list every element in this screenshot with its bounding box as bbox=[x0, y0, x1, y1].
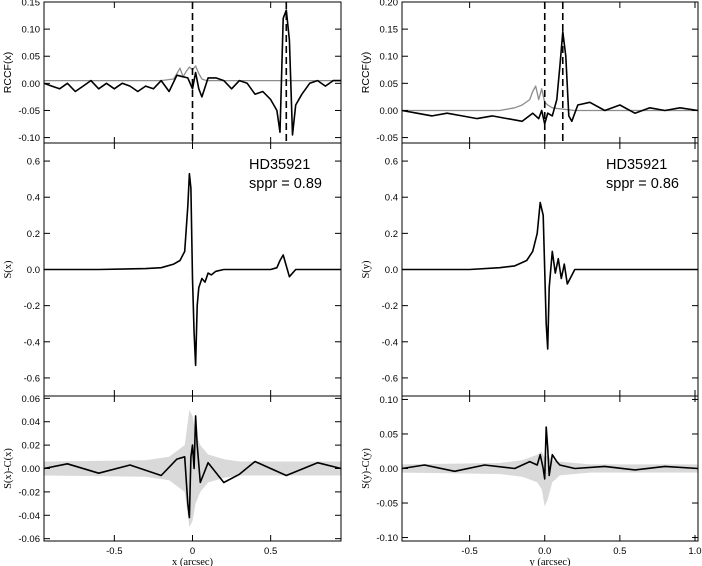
y-axis-label: S(x)-C(x) bbox=[3, 448, 14, 489]
x-tick-label: 0.5 bbox=[613, 546, 626, 557]
y-tick-label: 0.00 bbox=[380, 106, 399, 117]
y-tick-label: 0.0 bbox=[385, 265, 398, 276]
x-tick-label: -0.5 bbox=[106, 546, 122, 557]
panel-rccf-x: -0.10 -0.05 0.00 0.05 0.10 0.15 RCCF(x) bbox=[2, 0, 342, 144]
annotation-line: HD35921 bbox=[249, 157, 310, 173]
x-tick-label: 1.0 bbox=[688, 546, 701, 557]
y-tick-label: -0.2 bbox=[382, 301, 398, 312]
y-tick-label: 0.02 bbox=[22, 441, 41, 452]
x-tick-label: 0.0 bbox=[538, 546, 551, 557]
panel-s-y: -0.6 -0.4 -0.2 0.0 0.2 0.4 0.6 S(y) HD35921 sppr … bbox=[361, 142, 699, 397]
y-tick-label: 0.10 bbox=[380, 52, 399, 63]
y-tick-label: 0.00 bbox=[380, 464, 399, 475]
y-tick-label: -0.02 bbox=[18, 487, 40, 498]
panel-frame bbox=[401, 1, 699, 144]
series-main bbox=[401, 31, 699, 125]
uncertainty-band bbox=[402, 451, 698, 507]
panel-resid-y: -0.10 -0.05 0.00 0.05 0.10 -0.5 0.0 0.5 1.0 S(y)-… bbox=[361, 395, 702, 566]
series-main bbox=[401, 426, 699, 480]
y-tick-label: -0.4 bbox=[382, 337, 398, 348]
annotation-line: sppr = 0.89 bbox=[249, 176, 322, 192]
series-main bbox=[44, 172, 341, 367]
y-tick-label: 0.10 bbox=[380, 395, 399, 406]
y-tick-label: 0.2 bbox=[385, 229, 398, 240]
y-tick-label: 0.6 bbox=[385, 157, 398, 168]
annotation-line: sppr = 0.86 bbox=[606, 176, 679, 192]
x-axis-label: y (arcsec) bbox=[529, 557, 571, 566]
y-tick-label: 0.00 bbox=[22, 79, 41, 90]
y-tick-label: 0.4 bbox=[27, 193, 40, 204]
x-tick-label: -0.5 bbox=[461, 546, 477, 557]
y-tick-label: 0.15 bbox=[22, 0, 41, 9]
y-tick-label: -0.10 bbox=[376, 533, 398, 544]
y-axis-label: S(y)-C(y) bbox=[361, 448, 372, 489]
y-tick-label: 0.2 bbox=[27, 229, 40, 240]
x-tick-label: 0 bbox=[190, 546, 195, 557]
y-tick-label: 0.15 bbox=[380, 25, 399, 36]
x-tick-label: 0.5 bbox=[264, 546, 277, 557]
panel-s-x: -0.6 -0.4 -0.2 0.0 0.2 0.4 0.6 S(x) HD35921 sppr … bbox=[3, 142, 342, 397]
uncertainty-band bbox=[44, 410, 341, 527]
series-main bbox=[43, 415, 342, 519]
x-axis-label: x (arcsec) bbox=[172, 557, 214, 566]
y-tick-label: 0.05 bbox=[380, 429, 399, 440]
y-tick-label: -0.4 bbox=[24, 337, 40, 348]
y-tick-label: -0.10 bbox=[18, 133, 40, 144]
y-tick-label: -0.6 bbox=[382, 373, 398, 384]
y-tick-label: -0.6 bbox=[24, 373, 40, 384]
y-axis-label: RCCF(y) bbox=[360, 52, 372, 93]
y-tick-label: 0.06 bbox=[22, 394, 41, 405]
y-tick-label: 0.00 bbox=[22, 464, 41, 475]
series-main bbox=[402, 201, 698, 350]
y-tick-label: 0.0 bbox=[27, 265, 40, 276]
y-tick-label: 0.6 bbox=[27, 157, 40, 168]
y-axis-label: S(y) bbox=[361, 260, 372, 279]
y-axis-label: RCCF(x) bbox=[2, 52, 14, 93]
y-tick-label: 0.05 bbox=[22, 52, 41, 63]
annotation-line: HD35921 bbox=[606, 157, 667, 173]
y-tick-label: 0.05 bbox=[380, 79, 399, 90]
y-tick-label: -0.05 bbox=[376, 133, 398, 144]
y-axis-label: S(x) bbox=[3, 260, 14, 279]
series-reference bbox=[402, 85, 698, 112]
y-tick-label: -0.2 bbox=[24, 301, 40, 312]
y-tick-label: 0.04 bbox=[22, 417, 41, 428]
y-tick-label: -0.06 bbox=[18, 534, 40, 545]
y-tick-label: -0.04 bbox=[18, 511, 40, 522]
y-tick-label: 0.4 bbox=[385, 193, 398, 204]
panel-resid-x: -0.06 -0.04 -0.02 0.00 0.02 0.04 0.06 -0.5 0 0.5 S… bbox=[3, 394, 342, 566]
y-tick-label: -0.05 bbox=[376, 499, 398, 510]
series-main bbox=[43, 9, 341, 136]
panel-rccf-y: -0.05 0.00 0.05 0.10 0.15 0.20 RCCF(y) bbox=[360, 0, 699, 144]
y-tick-label: 0.10 bbox=[22, 25, 41, 36]
y-tick-label: 0.20 bbox=[380, 0, 399, 9]
y-tick-label: -0.05 bbox=[18, 106, 40, 117]
